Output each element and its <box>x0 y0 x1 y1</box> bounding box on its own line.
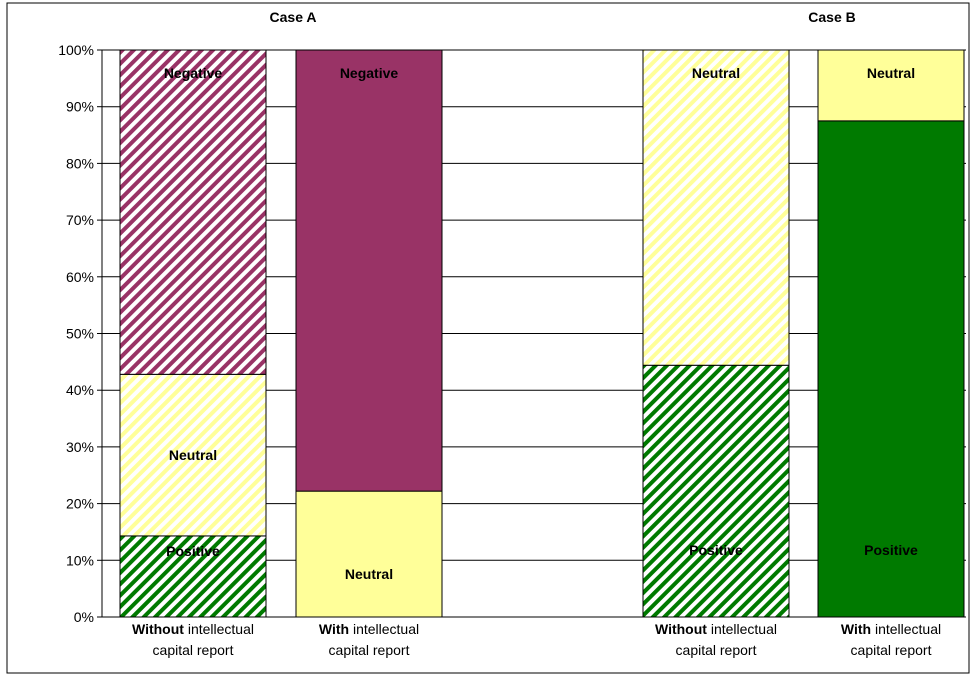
y-tick-label: 100% <box>58 42 94 58</box>
y-tick-label: 40% <box>66 382 94 398</box>
x-label-line2: capital report <box>153 642 234 658</box>
segment-label-positive: Positive <box>689 542 743 558</box>
x-label-line1: Without intellectual <box>655 621 777 637</box>
bar-segment-neutral <box>295 490 443 618</box>
segment-label-neutral: Neutral <box>169 447 217 463</box>
y-tick-label: 60% <box>66 269 94 285</box>
y-tick-label: 50% <box>66 326 94 342</box>
x-label-line2: capital report <box>676 642 757 658</box>
bar-segment-negative <box>119 49 267 375</box>
y-tick-label: 10% <box>66 552 94 568</box>
segment-label-negative: Negative <box>164 65 223 81</box>
bar-segment-neutral <box>817 49 965 122</box>
bar-segment-positive <box>817 120 965 618</box>
segment-label-neutral: Neutral <box>867 65 915 81</box>
segment-label-negative: Negative <box>340 65 399 81</box>
group-title-case-a: Case A <box>270 9 317 25</box>
segment-label-neutral: Neutral <box>692 65 740 81</box>
bar-segment-positive <box>119 535 267 618</box>
y-tick-label: 80% <box>66 155 94 171</box>
x-label-line1: With intellectual <box>319 621 419 637</box>
bar-layer: Positive Neutral Negative Neutral Negative Po… <box>119 49 965 618</box>
bar-segment-negative <box>295 49 443 492</box>
bar-segment-neutral <box>642 49 790 366</box>
y-tick-label: 20% <box>66 496 94 512</box>
x-label-line1: Without intellectual <box>132 621 254 637</box>
x-label-line1: With intellectual <box>841 621 941 637</box>
segment-label-positive: Positive <box>864 542 918 558</box>
x-label-line2: capital report <box>851 642 932 658</box>
y-tick-label: 70% <box>66 212 94 228</box>
x-label-line2: capital report <box>329 642 410 658</box>
group-title-case-b: Case B <box>808 9 855 25</box>
bar-segment-neutral <box>119 373 267 537</box>
y-tick-label: 0% <box>74 609 94 625</box>
segment-label-neutral: Neutral <box>345 566 393 582</box>
x-labels: Without intellectual capital report With i… <box>132 621 941 658</box>
y-tick-label: 30% <box>66 439 94 455</box>
segment-label-positive: Positive <box>166 543 220 559</box>
y-tick-label: 90% <box>66 99 94 115</box>
bar-segment-positive <box>642 364 790 618</box>
